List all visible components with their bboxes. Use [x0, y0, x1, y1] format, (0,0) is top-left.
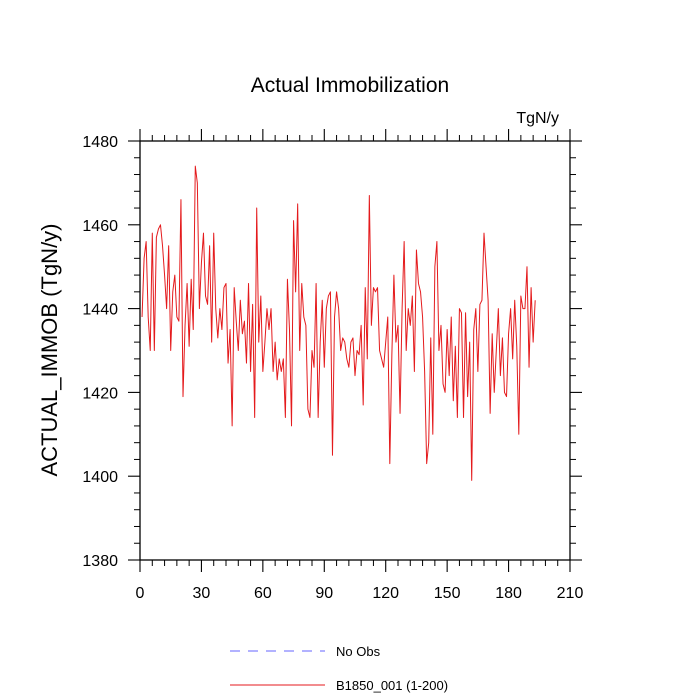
- chart-title: Actual Immobilization: [251, 74, 449, 97]
- legend-label-b1850: B1850_001 (1-200): [336, 678, 448, 693]
- x-tick-label: 150: [434, 585, 461, 602]
- x-tick-label: 30: [193, 585, 211, 602]
- x-tick-label: 90: [315, 585, 333, 602]
- y-tick-label: 1480: [82, 134, 118, 151]
- units-label: TgN/y: [516, 110, 559, 127]
- series-line-1: [141, 165, 536, 481]
- x-tick-label: 0: [136, 585, 145, 602]
- legend: No Obs B1850_001 (1-200): [230, 644, 448, 693]
- y-tick-label: 1460: [82, 218, 118, 235]
- y-tick-label: 1380: [82, 553, 118, 570]
- plot-frame: [139, 140, 571, 561]
- x-tick-label: 60: [254, 585, 272, 602]
- axis-ticks: [128, 129, 582, 572]
- y-tick-label: 1420: [82, 385, 118, 402]
- axis-tick-labels: 0 30 60 90 120 150 180 210 1380 1400 1420 1440 1460 1…: [82, 134, 583, 602]
- x-tick-label: 180: [495, 585, 522, 602]
- y-axis-label: ACTUAL_IMMOB (TgN/y): [37, 223, 62, 476]
- y-tick-label: 1400: [82, 469, 118, 486]
- x-tick-label: 210: [557, 585, 584, 602]
- y-tick-label: 1440: [82, 302, 118, 319]
- series-layer: [141, 165, 536, 481]
- x-tick-label: 120: [372, 585, 399, 602]
- legend-label-no-obs: No Obs: [336, 644, 381, 659]
